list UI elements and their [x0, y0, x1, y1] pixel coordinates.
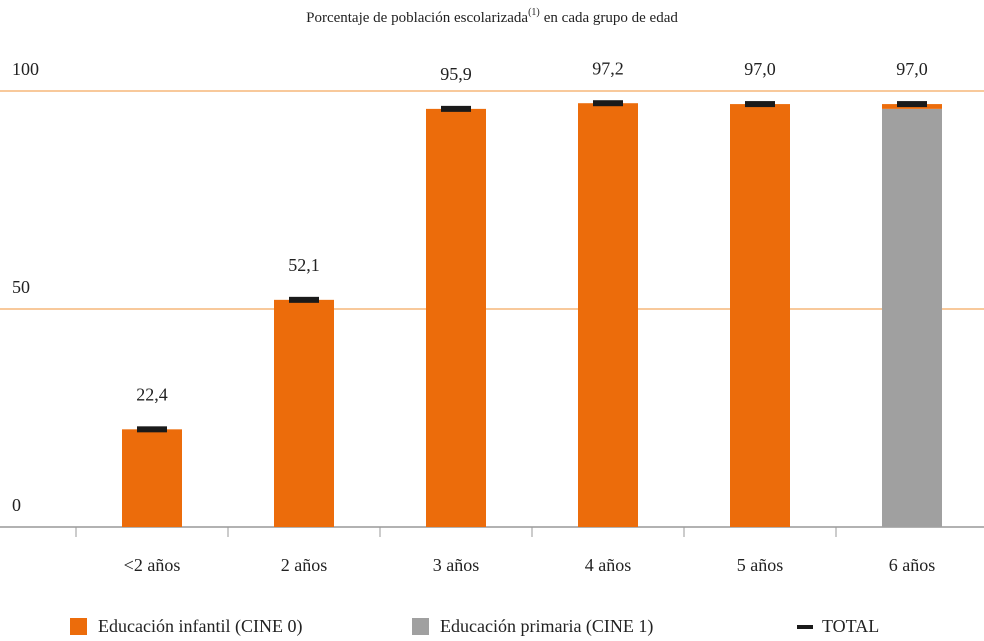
legend-swatch [797, 625, 813, 629]
total-marker [137, 426, 167, 433]
x-tick-label: 6 años [889, 555, 936, 575]
legend-label: Educación infantil (CINE 0) [98, 616, 302, 637]
total-marker [897, 101, 927, 108]
x-tick-label: 5 años [737, 555, 784, 575]
data-label: 97,0 [896, 59, 928, 79]
total-marker [441, 105, 471, 112]
data-label: 97,2 [592, 58, 624, 78]
y-tick-label: 50 [12, 277, 30, 297]
bar [578, 103, 638, 527]
y-tick-label: 100 [12, 59, 39, 79]
bar [730, 104, 790, 527]
total-marker [745, 101, 775, 108]
chart-title: Porcentaje de población escolarizada(1) e… [306, 7, 678, 26]
legend-swatch [70, 618, 87, 635]
title-note: (1) [528, 7, 540, 18]
title-main: Porcentaje de población escolarizada [306, 10, 528, 26]
legend-label: TOTAL [822, 616, 879, 636]
x-tick-label: <2 años [124, 555, 181, 575]
total-marker [593, 100, 623, 107]
legend-label: Educación primaria (CINE 1) [440, 616, 653, 637]
data-label: 52,1 [288, 255, 320, 275]
total-marker [289, 296, 319, 303]
data-label: 97,0 [744, 59, 776, 79]
y-tick-label: 0 [12, 495, 21, 515]
x-tick-label: 3 años [433, 555, 480, 575]
bar [274, 299, 334, 527]
x-tick-label: 2 años [281, 555, 328, 575]
bar [122, 429, 182, 527]
title-end: en cada grupo de edad [544, 10, 679, 26]
bar [426, 108, 486, 527]
legend-swatch [412, 618, 429, 635]
data-label: 22,4 [136, 384, 168, 404]
x-tick-label: 4 años [585, 555, 632, 575]
bar [882, 108, 942, 527]
data-label: 95,9 [440, 64, 472, 84]
